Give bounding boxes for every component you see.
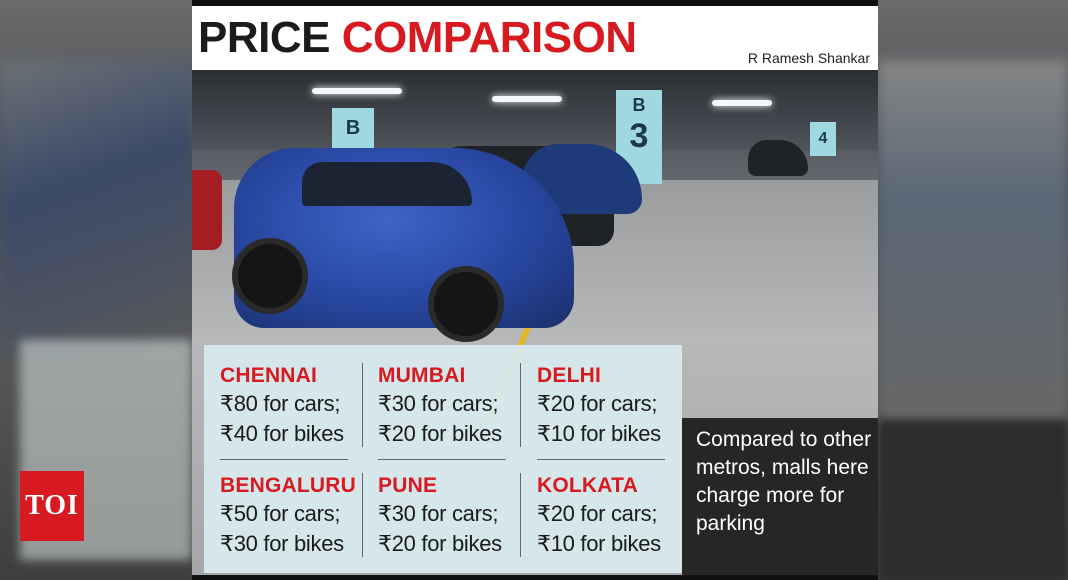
car-wheel — [232, 238, 308, 314]
column-divider — [362, 473, 363, 557]
row-divider — [378, 459, 506, 460]
photo-credit: R Ramesh Shankar — [747, 50, 870, 66]
pillar-label: 4 — [818, 130, 828, 147]
distant-car — [748, 140, 808, 176]
car-wheel — [428, 266, 504, 342]
bike-price: ₹10 for bikes — [537, 421, 661, 446]
car-price: ₹20 for cars; — [537, 501, 658, 526]
car-price: ₹20 for cars; — [537, 391, 658, 416]
row-divider — [537, 459, 665, 460]
city-cell-kolkata: KOLKATA ₹20 for cars; ₹10 for bikes — [537, 473, 677, 559]
headline: PRICE COMPARISON — [198, 14, 637, 62]
city-name: MUMBAI — [378, 364, 466, 387]
pillar-sign: B — [332, 108, 374, 148]
city-name: KOLKATA — [537, 474, 638, 497]
city-name: BENGALURU — [220, 474, 356, 497]
car-price: ₹30 for cars; — [378, 391, 499, 416]
ceiling-light — [312, 88, 402, 94]
headline-part2: COMPARISON — [341, 13, 637, 62]
city-name: CHENNAI — [220, 364, 318, 387]
city-name: DELHI — [537, 364, 601, 387]
red-car — [192, 170, 222, 250]
top-border — [192, 0, 878, 6]
car-window — [302, 162, 472, 206]
city-name: PUNE — [378, 474, 438, 497]
bike-price: ₹20 for bikes — [378, 531, 502, 556]
note-box: Compared to other metros, malls here cha… — [682, 418, 878, 580]
toi-logo: TOI — [20, 471, 84, 541]
headline-part1: PRICE — [198, 13, 330, 62]
pillar-label: B — [632, 95, 646, 115]
ceiling-light — [712, 100, 772, 106]
backdrop-left-blur — [0, 60, 192, 360]
ceiling — [192, 70, 878, 150]
car-price: ₹80 for cars; — [220, 391, 341, 416]
price-table: CHENNAI ₹80 for cars; ₹40 for bikes MUMB… — [204, 345, 682, 573]
car-price: ₹30 for cars; — [378, 501, 499, 526]
city-cell-chennai: CHENNAI ₹80 for cars; ₹40 for bikes — [220, 363, 360, 449]
pillar-label: B — [345, 117, 361, 139]
column-divider — [520, 363, 521, 447]
row-divider — [220, 459, 348, 460]
bike-price: ₹40 for bikes — [220, 421, 344, 446]
note-text: Compared to other metros, malls here cha… — [696, 428, 872, 535]
city-cell-delhi: DELHI ₹20 for cars; ₹10 for bikes — [537, 363, 677, 449]
car-price: ₹50 for cars; — [220, 501, 341, 526]
bottom-border — [192, 575, 878, 580]
city-cell-mumbai: MUMBAI ₹30 for cars; ₹20 for bikes — [378, 363, 518, 449]
infographic-card: PRICE COMPARISON R Ramesh Shankar B B 3 … — [192, 0, 878, 580]
column-divider — [362, 363, 363, 447]
bike-price: ₹10 for bikes — [537, 531, 661, 556]
backdrop-right-dark-blur — [878, 420, 1068, 580]
pillar-label: 3 — [629, 117, 649, 155]
bike-price: ₹20 for bikes — [378, 421, 502, 446]
backdrop-right-blur — [878, 60, 1068, 420]
toi-logo-text: TOI — [25, 490, 79, 521]
city-cell-pune: PUNE ₹30 for cars; ₹20 for bikes — [378, 473, 518, 559]
ceiling-light — [492, 96, 562, 102]
pillar-sign: 4 — [810, 122, 836, 156]
column-divider — [520, 473, 521, 557]
city-cell-bengaluru: BENGALURU ₹50 for cars; ₹30 for bikes — [220, 473, 360, 559]
bike-price: ₹30 for bikes — [220, 531, 344, 556]
